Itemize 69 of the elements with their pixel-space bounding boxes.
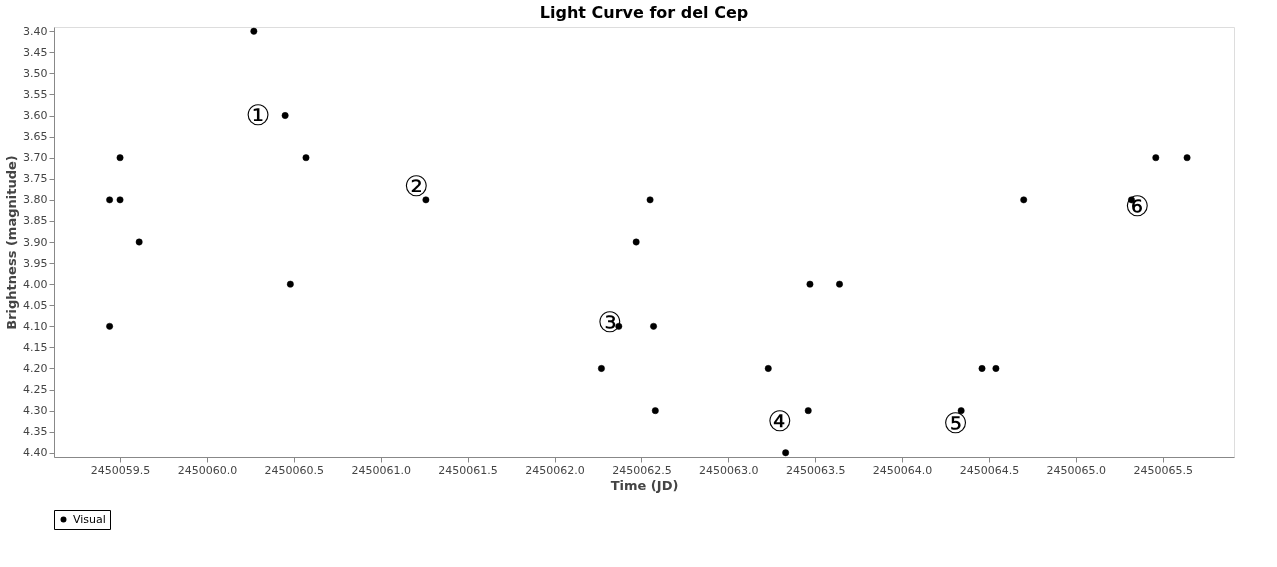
annotation: ④ [767,404,793,438]
y-tick-label: 4.10 [23,319,48,333]
annotation: ② [403,170,429,204]
y-tick-label: 4.35 [23,425,48,439]
x-tick-label: 2450059.5 [90,463,151,477]
x-tick-label: 2450060.5 [264,463,325,477]
point [135,238,143,246]
x-tick-label: 2450060.0 [177,463,238,477]
annotation: ⑤ [942,406,969,440]
y-tick-label: 4.00 [23,277,48,291]
y-tick-label: 4.40 [23,446,48,460]
x-tick-label: 2450061.0 [351,463,411,477]
point [286,280,294,288]
point [106,322,114,330]
point [116,154,124,162]
x-tick-label: 2450063.5 [785,463,846,477]
x-tick-label: 2450065.5 [1133,463,1193,477]
y-tick-label: 3.90 [23,235,48,249]
legend-label: Visual [73,512,106,526]
y-tick-label: 3.40 [23,24,48,38]
point [281,112,289,119]
point [992,365,1000,372]
point [646,196,654,204]
point [978,365,986,372]
y-tick-label: 4.20 [23,361,48,375]
point [1183,154,1191,162]
y-tick-label: 4.30 [23,404,48,418]
x-tick-label: 2450064.0 [872,463,933,477]
point [598,365,605,372]
y-tick-label: 3.85 [23,214,48,228]
point [250,27,258,35]
point [806,280,814,288]
point [764,365,772,372]
y-tick-label: 3.60 [23,109,48,123]
chart-title: Light Curve for del Cep [539,3,749,23]
point [650,322,657,330]
y-tick-label: 3.45 [23,45,48,59]
x-tick-label: 2450064.5 [959,463,1020,477]
point [106,196,114,204]
x-tick-label: 2450062.0 [525,463,585,477]
point [302,154,310,162]
y-tick-label: 3.55 [23,87,48,101]
point [651,407,659,415]
point [422,196,430,204]
point [836,280,843,288]
annotation: ⑥ [1124,189,1150,223]
y-tick-label: 4.05 [23,298,48,312]
point [804,407,812,415]
point [116,196,124,204]
y-tick-label: 3.65 [23,130,48,144]
x-tick-label: 2450065.0 [1046,463,1107,477]
y-tick-label: 3.75 [23,172,48,186]
point [632,238,640,246]
point [1020,196,1028,204]
y-tick-label: 3.70 [23,151,48,165]
x-tick-label: 2450063.0 [699,463,759,477]
y-tick-label: 4.15 [23,340,48,354]
annotation: ③ [597,305,623,339]
y-axis-title: Brightness (magnitude) [4,155,20,330]
x-tick-label: 2450061.5 [438,463,498,477]
x-axis-title: Time (JD) [610,477,679,493]
x-tick-label: 2450062.5 [612,463,672,477]
point [782,449,790,457]
y-tick-label: 3.50 [23,66,48,80]
y-tick-label: 3.80 [23,193,48,207]
y-tick-label: 3.95 [23,256,48,270]
y-tick-label: 4.25 [23,383,48,397]
point [1152,154,1160,162]
annotation: ① [245,99,271,133]
